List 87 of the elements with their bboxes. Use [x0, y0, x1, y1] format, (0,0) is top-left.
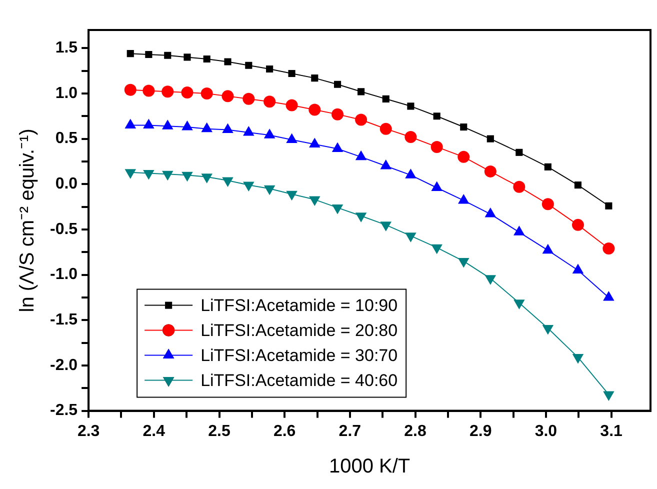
point	[286, 99, 298, 112]
point	[222, 90, 234, 102]
point	[222, 177, 234, 188]
point	[605, 202, 612, 210]
point	[355, 212, 367, 222]
y-tick-label: -0.5	[50, 220, 78, 238]
x-tick-label: 2.5	[208, 422, 230, 440]
point	[380, 122, 392, 135]
point	[184, 54, 191, 61]
point	[143, 170, 154, 180]
point	[264, 96, 276, 108]
point	[162, 86, 174, 98]
point	[332, 108, 344, 120]
point	[544, 163, 552, 170]
x-tick-label: 2.3	[77, 422, 100, 440]
point	[308, 104, 321, 116]
x-tick-label: 3.0	[534, 422, 558, 440]
legend-label: LiTFSI:Acetamide = 20:80	[200, 320, 398, 340]
legend-label: LiTFSI:Acetamide = 40:60	[200, 370, 398, 390]
point	[164, 52, 172, 59]
point	[458, 258, 470, 268]
point	[458, 150, 470, 163]
point	[484, 165, 496, 178]
point	[382, 95, 390, 102]
y-tick-label: 1.5	[55, 40, 78, 57]
y-tick-label: -2.0	[50, 356, 78, 374]
x-tick-label: 2.7	[338, 422, 362, 440]
x-tick-label: 2.8	[404, 422, 426, 440]
point	[486, 135, 494, 142]
point	[407, 102, 414, 110]
point	[574, 182, 582, 189]
point	[460, 123, 468, 131]
point	[311, 74, 318, 82]
x-tick-label: 2.4	[142, 422, 166, 440]
x-tick-label: 3.1	[600, 422, 623, 440]
y-tick-label: -1.0	[50, 266, 78, 284]
point	[242, 92, 255, 105]
point	[405, 232, 416, 242]
point	[542, 325, 554, 335]
point	[266, 65, 274, 73]
point	[484, 275, 496, 285]
x-axis-title: 1000 K/T	[328, 456, 410, 478]
point	[358, 88, 365, 96]
point	[286, 190, 298, 201]
legend-label: LiTFSI:Acetamide = 30:70	[200, 346, 398, 365]
y-tick-label: 1.0	[55, 84, 78, 102]
point	[516, 148, 523, 156]
point	[309, 196, 320, 206]
point	[380, 222, 392, 232]
point	[181, 86, 194, 99]
legend-label: LiTFSI:Acetamide = 10:90	[200, 296, 398, 315]
point	[200, 87, 213, 100]
point	[124, 169, 136, 179]
y-tick-label: -2.5	[50, 402, 78, 420]
point	[572, 354, 584, 364]
point	[431, 244, 442, 254]
point	[602, 242, 615, 255]
point	[126, 50, 134, 58]
y-tick-label: 0.5	[55, 130, 78, 148]
y-tick-label: 0.0	[55, 176, 78, 193]
point	[433, 112, 440, 120]
point	[572, 218, 584, 231]
point	[332, 204, 344, 214]
point	[245, 62, 252, 69]
point	[514, 300, 525, 310]
point	[142, 84, 155, 97]
point	[203, 55, 210, 63]
y-tick-label: -1.5	[50, 312, 78, 329]
point	[182, 172, 193, 182]
point	[243, 182, 254, 192]
point	[288, 70, 296, 78]
point	[603, 391, 614, 401]
point	[145, 50, 152, 58]
point	[355, 114, 368, 126]
point	[513, 180, 526, 193]
point	[542, 198, 554, 210]
point	[264, 185, 276, 196]
x-tick-label: 2.6	[273, 422, 296, 440]
y-axis-title: ln (Λ/S cm⁻² equiv.⁻¹)	[16, 128, 39, 312]
point	[224, 58, 232, 66]
x-tick-label: 2.9	[469, 422, 492, 440]
point	[404, 130, 417, 143]
point	[430, 140, 443, 153]
point	[334, 80, 342, 88]
point	[201, 174, 212, 184]
point	[162, 170, 174, 181]
point	[124, 84, 136, 96]
